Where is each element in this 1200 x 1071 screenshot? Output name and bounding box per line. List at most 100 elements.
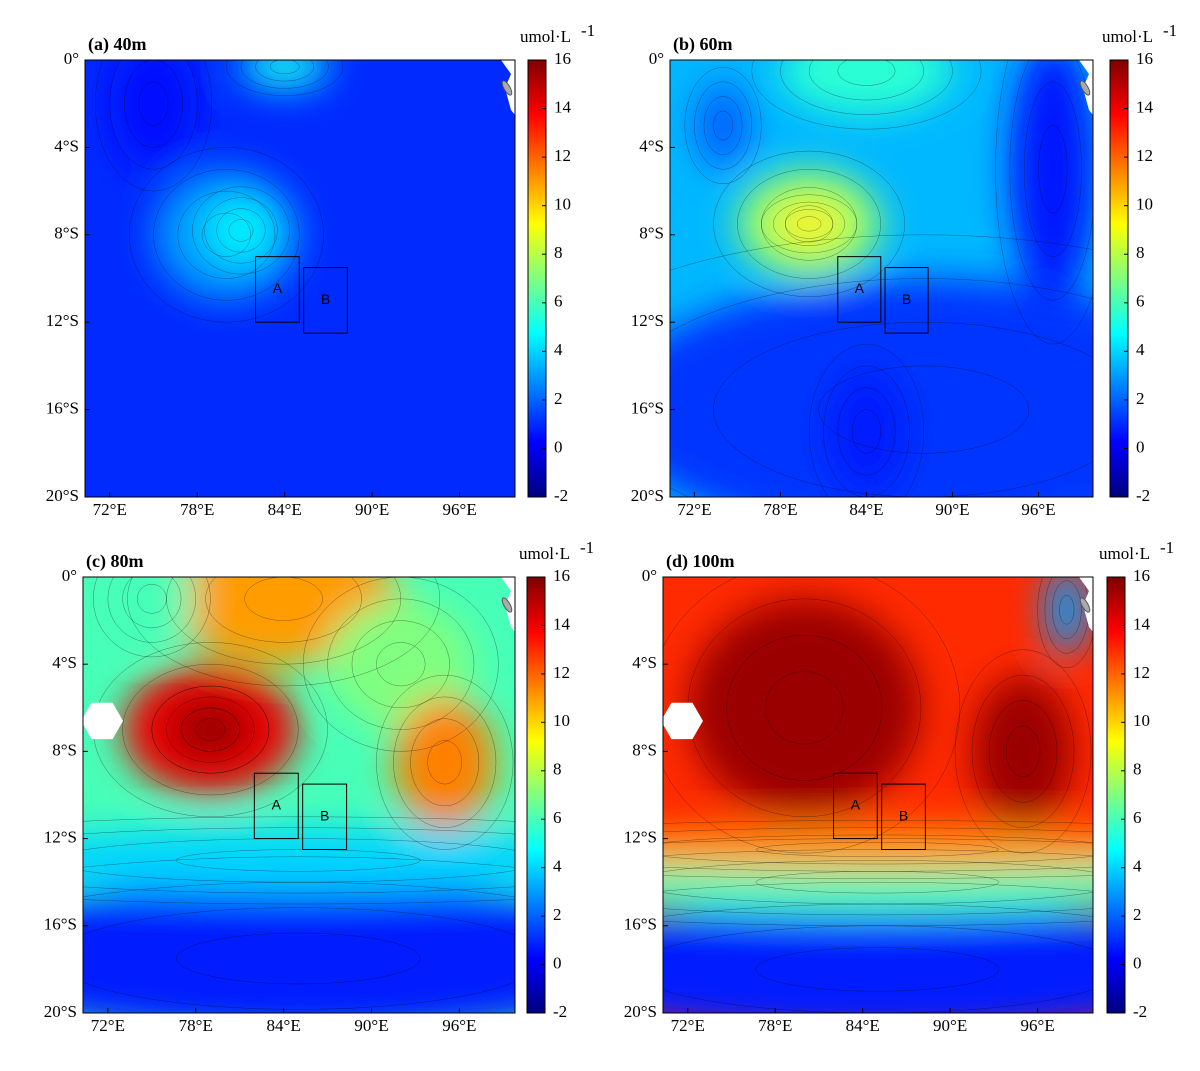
field bbox=[670, 60, 1093, 497]
y-tick-label: 8°S bbox=[639, 224, 664, 243]
region-label: B bbox=[321, 291, 330, 307]
region-box bbox=[303, 267, 348, 334]
contour bbox=[205, 577, 362, 643]
field-blob bbox=[240, 60, 329, 89]
field-blob bbox=[327, 598, 474, 730]
contour bbox=[1005, 725, 1041, 778]
colorbar bbox=[1106, 576, 1126, 1014]
field-blob bbox=[83, 827, 515, 894]
field bbox=[83, 577, 515, 1013]
colorbar-tick-label: -2 bbox=[1136, 486, 1150, 505]
region-label: A bbox=[272, 797, 282, 813]
region-box bbox=[881, 783, 926, 850]
contour bbox=[228, 219, 254, 242]
region-box bbox=[253, 772, 299, 840]
contour bbox=[138, 81, 169, 126]
contour bbox=[784, 205, 834, 243]
y-tick-label: 16°S bbox=[624, 915, 657, 934]
colorbar-tick-label: 16 bbox=[553, 566, 570, 585]
contour bbox=[761, 187, 858, 261]
contour bbox=[1023, 81, 1082, 257]
field-blob bbox=[972, 675, 1075, 828]
contour bbox=[122, 577, 182, 629]
island bbox=[1079, 80, 1091, 96]
colorbar-label: umol·L bbox=[519, 544, 570, 563]
colorbar-tick-label: 10 bbox=[554, 195, 571, 214]
field-blob bbox=[109, 60, 198, 170]
contour bbox=[351, 620, 450, 709]
field-blobs bbox=[83, 577, 515, 1013]
plot-frame bbox=[662, 576, 1094, 1014]
field-blobs bbox=[663, 577, 1093, 1013]
field-blob bbox=[663, 904, 1093, 1013]
contour bbox=[122, 663, 299, 796]
x-tick-label: 90°E bbox=[935, 500, 969, 519]
contour bbox=[663, 925, 1093, 1013]
x-tick-label: 90°E bbox=[355, 500, 389, 519]
region-box bbox=[255, 256, 300, 323]
field-blob bbox=[107, 577, 196, 643]
contour bbox=[713, 321, 1093, 497]
island bbox=[1079, 597, 1091, 613]
contour bbox=[302, 577, 499, 752]
colorbar-tick-label: 12 bbox=[554, 146, 571, 165]
colorbar-tick-label: 2 bbox=[554, 389, 563, 408]
contour bbox=[694, 81, 752, 170]
contour bbox=[995, 60, 1093, 345]
y-tick-label: 20°S bbox=[624, 1002, 657, 1021]
contour bbox=[255, 60, 315, 82]
contour bbox=[837, 387, 896, 476]
colorbar-tick-label: 2 bbox=[553, 905, 562, 924]
colorbar-tick-label: 0 bbox=[1136, 437, 1145, 456]
contour bbox=[204, 197, 278, 264]
colorbar-tick-label: 4 bbox=[554, 340, 563, 359]
colorbar-label-superscript: -1 bbox=[580, 538, 594, 557]
colorbar-tick-label: 12 bbox=[1136, 146, 1153, 165]
field-blob bbox=[1009, 60, 1093, 301]
colorbar-label: umol·L bbox=[1099, 544, 1150, 563]
region-label: B bbox=[899, 808, 908, 824]
colorbar-tick-label: 6 bbox=[553, 808, 562, 827]
colorbar bbox=[1109, 59, 1129, 498]
y-tick-label: 8°S bbox=[632, 740, 657, 759]
contour bbox=[737, 169, 882, 279]
contour bbox=[663, 860, 1093, 905]
contour bbox=[703, 96, 743, 155]
region-label: A bbox=[273, 280, 283, 296]
y-tick-label: 0° bbox=[64, 49, 79, 68]
panel-title: (b) 60m bbox=[673, 34, 733, 55]
contour bbox=[376, 674, 514, 850]
field-blob bbox=[687, 598, 921, 817]
y-tick-label: 4°S bbox=[639, 136, 664, 155]
colorbar-label: umol·L bbox=[520, 27, 571, 46]
field-blob bbox=[780, 60, 953, 115]
colorbar bbox=[526, 576, 546, 1014]
contour bbox=[684, 67, 762, 185]
contour bbox=[751, 60, 982, 130]
colorbar-tick-label: 14 bbox=[1136, 97, 1154, 116]
y-tick-label: 0° bbox=[642, 566, 657, 585]
region-box bbox=[837, 256, 882, 323]
colorbar-label-superscript: -1 bbox=[1163, 21, 1177, 40]
y-tick-label: 20°S bbox=[631, 486, 664, 505]
contour bbox=[755, 841, 999, 858]
contour bbox=[93, 577, 211, 658]
y-tick-label: 16°S bbox=[631, 399, 664, 418]
x-tick-label: 72°E bbox=[91, 1016, 125, 1035]
x-tick-label: 84°E bbox=[849, 500, 883, 519]
colorbar-tick-label: 14 bbox=[1133, 614, 1151, 633]
contour bbox=[1038, 125, 1068, 214]
contour bbox=[195, 718, 226, 741]
colorbar-tick-label: 4 bbox=[1136, 340, 1145, 359]
y-tick-label: 12°S bbox=[624, 828, 657, 847]
colorbar-tick-label: 8 bbox=[1133, 760, 1142, 779]
contour bbox=[177, 190, 276, 279]
colorbar-label: umol·L bbox=[1102, 27, 1153, 46]
contour bbox=[808, 343, 925, 497]
contour bbox=[153, 169, 300, 301]
x-tick-label: 84°E bbox=[267, 1016, 301, 1035]
contour bbox=[1009, 60, 1093, 301]
x-tick-label: 84°E bbox=[846, 1016, 880, 1035]
colorbar-tick-label: 16 bbox=[1136, 49, 1153, 68]
